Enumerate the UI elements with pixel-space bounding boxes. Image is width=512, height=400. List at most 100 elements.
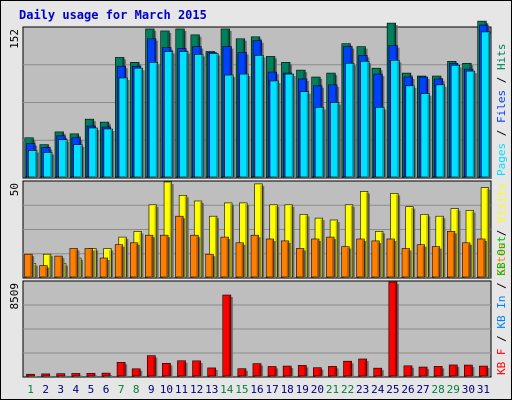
bar-kbytes-day-27 xyxy=(418,366,428,377)
bar-sites-day-27 xyxy=(416,244,426,278)
bar-pages-day-22 xyxy=(345,62,355,178)
x-tick-label-day-14: 14 xyxy=(220,383,234,396)
bar-kbytes-day-4-shadow xyxy=(73,375,82,378)
bar-kbytes-day-29 xyxy=(448,364,458,377)
bar-kbytes-day-18 xyxy=(282,365,292,377)
bar-sites-day-24 xyxy=(371,240,380,278)
chart-title: Daily usage for March 2015 xyxy=(19,8,207,22)
bar-kbytes-day-31 xyxy=(479,365,488,377)
bar-sites-day-15 xyxy=(235,242,244,278)
bar-kbytes-day-18-edge xyxy=(289,367,291,376)
bar-pages-day-14-edge xyxy=(231,76,233,177)
bar-visits-day-16-edge xyxy=(260,184,262,277)
x-tick-label-day-2: 2 xyxy=(42,383,49,396)
bar-visits-day-27-edge xyxy=(426,215,428,277)
bar-kbytes-day-16-edge xyxy=(259,364,261,376)
bar-sites-day-23 xyxy=(356,238,365,278)
bar-visits-day-20-edge xyxy=(320,219,323,277)
bar-sites-day-24-edge xyxy=(377,241,379,277)
bar-kbytes-day-5-shadow xyxy=(88,375,97,378)
bar-kbytes-day-4 xyxy=(71,373,81,377)
bar-visits-day-11-edge xyxy=(184,196,187,277)
bar-visits-day-23-edge xyxy=(365,192,368,277)
bar-kbytes-day-20 xyxy=(313,367,322,377)
bar-sites-day-3-edge xyxy=(60,257,62,277)
bar-kbytes-day-21 xyxy=(328,366,337,377)
x-tick-label-day-5: 5 xyxy=(88,383,95,396)
bar-sites-day-21 xyxy=(326,236,335,278)
bar-sites-day-9-edge xyxy=(150,236,153,277)
bar-kbytes-day-15 xyxy=(237,368,247,377)
bar-visits-day-21-edge xyxy=(335,221,338,277)
bar-kbytes-day-28-edge xyxy=(440,367,442,376)
bar-kbytes-day-19-edge xyxy=(304,366,306,376)
bar-pages-day-28 xyxy=(435,84,445,178)
middle-legend-label: Sites / Visits xyxy=(495,183,508,276)
bar-kbytes-day-3 xyxy=(56,373,66,377)
bar-pages-day-29 xyxy=(450,64,461,178)
bar-visits-day-24-edge xyxy=(381,232,383,277)
bar-pages-day-22-edge xyxy=(352,64,354,177)
bar-pages-day-30 xyxy=(465,70,476,178)
bar-sites-day-31 xyxy=(477,238,486,278)
bar-pages-day-17-edge xyxy=(276,81,279,177)
bar-sites-day-17-edge xyxy=(271,240,274,277)
x-tick-label-day-3: 3 xyxy=(57,383,64,396)
bar-kbytes-day-14 xyxy=(222,294,232,377)
bar-pages-day-21 xyxy=(330,102,340,178)
bar-sites-day-5-edge xyxy=(90,249,93,277)
bar-visits-day-10-edge xyxy=(169,183,172,277)
bar-kbytes-day-5-edge xyxy=(92,374,95,376)
bar-kbytes-day-16 xyxy=(252,363,262,377)
bar-sites-day-30 xyxy=(462,242,471,278)
x-tick-label-day-12: 12 xyxy=(190,383,203,396)
bar-pages-day-20 xyxy=(314,107,325,178)
x-tick-label-day-26: 26 xyxy=(401,383,414,396)
bar-visits-day-29-edge xyxy=(456,209,459,277)
bar-sites-day-18 xyxy=(280,240,290,278)
legend-kb_out: KB Out xyxy=(495,236,508,276)
bar-kbytes-day-1-edge xyxy=(32,375,35,376)
bar-kbytes-day-13 xyxy=(207,367,217,377)
bar-sites-day-15-edge xyxy=(241,243,244,277)
x-tick-label-day-27: 27 xyxy=(416,383,429,396)
x-tick-label-day-1: 1 xyxy=(27,383,34,396)
bar-kbytes-day-10 xyxy=(162,362,171,377)
bar-pages-day-19-edge xyxy=(306,92,309,177)
legend-separator: / xyxy=(495,123,508,143)
bottom-legend-label: KB F / KB In / KB Out xyxy=(495,236,508,375)
bar-sites-day-12-edge xyxy=(196,236,198,277)
bar-sites-day-8-edge xyxy=(135,243,138,277)
bar-kbytes-day-3-edge xyxy=(62,374,65,376)
bar-kbytes-day-15-edge xyxy=(243,369,246,376)
bar-kbytes-day-25-edge xyxy=(394,283,397,376)
bar-visits-day-1-edge xyxy=(33,264,36,277)
bar-pages-day-24-edge xyxy=(382,108,384,177)
bar-pages-day-28-edge xyxy=(442,85,445,177)
legend-files: Files xyxy=(495,90,508,123)
bar-sites-day-19-edge xyxy=(301,249,304,277)
bar-kbytes-day-11 xyxy=(177,360,186,377)
x-tick-label-day-24: 24 xyxy=(371,383,385,396)
bar-kbytes-day-8-edge xyxy=(138,369,140,376)
bar-visits-day-5-edge xyxy=(94,249,96,277)
bar-pages-day-30-edge xyxy=(472,72,475,177)
bar-pages-day-10-edge xyxy=(170,52,173,177)
bottom-y-max-label: 8509 xyxy=(8,283,21,310)
bar-kbytes-day-10-edge xyxy=(168,364,170,376)
bar-pages-day-8 xyxy=(133,67,143,178)
bar-pages-day-2-edge xyxy=(50,153,52,177)
bar-kbytes-day-23 xyxy=(358,358,368,377)
bar-pages-day-3-edge xyxy=(65,140,67,177)
bar-visits-day-7-edge xyxy=(124,238,126,277)
bar-sites-day-22-edge xyxy=(347,247,349,277)
bar-kbytes-day-6-shadow xyxy=(103,375,113,378)
bar-sites-day-13 xyxy=(205,253,214,278)
bar-sites-day-17 xyxy=(265,238,275,278)
bar-sites-day-26-edge xyxy=(407,249,410,277)
bar-kbytes-day-26 xyxy=(403,365,413,377)
bar-sites-day-29-edge xyxy=(452,232,455,277)
bar-pages-day-13-edge xyxy=(216,54,218,177)
bar-pages-day-24 xyxy=(375,107,385,178)
